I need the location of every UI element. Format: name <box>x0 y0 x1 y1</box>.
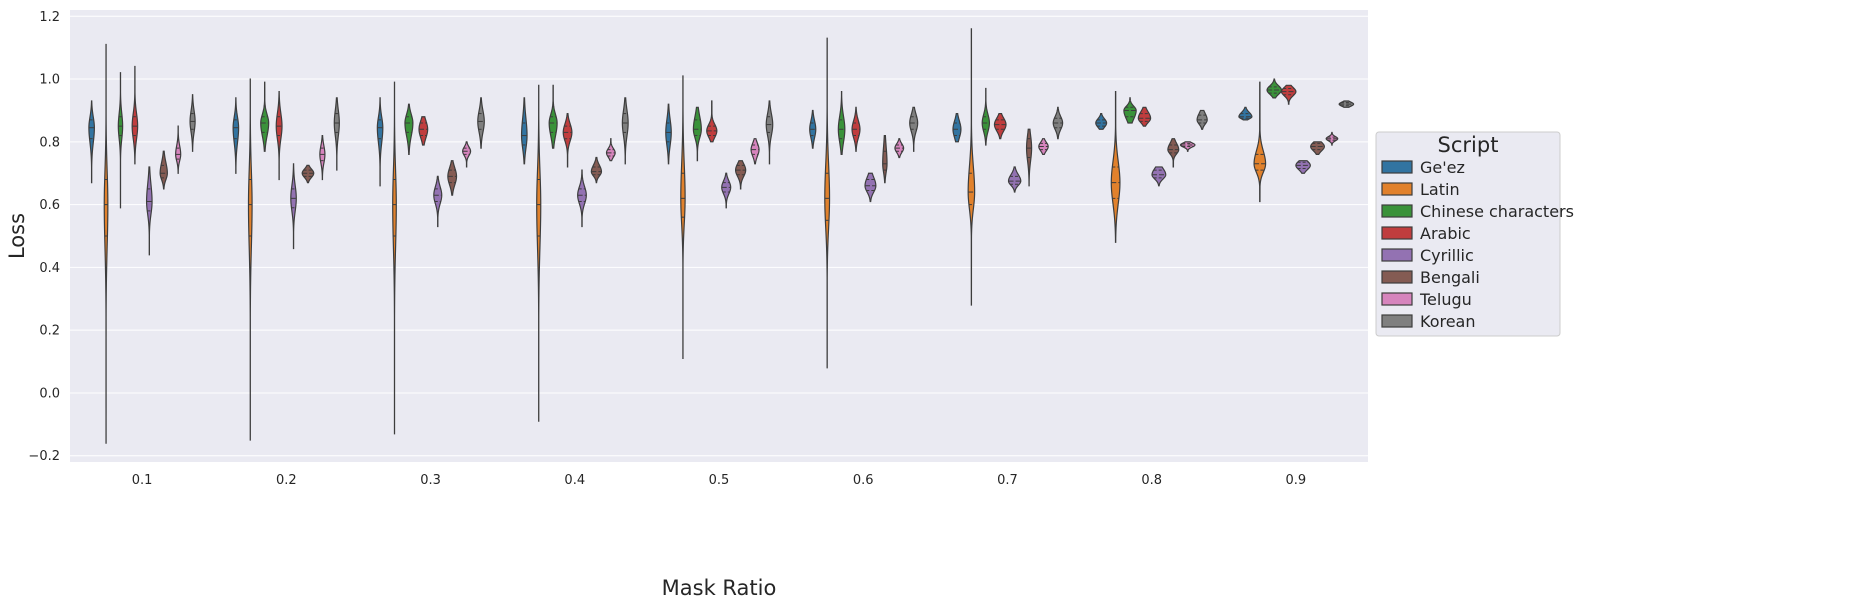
y-tick-labels: −0.2 0.0 0.2 0.4 0.6 0.8 1.0 1.2 <box>28 10 60 464</box>
violin <box>159 150 168 190</box>
x-tick-label: 0.4 <box>564 473 585 488</box>
violin <box>967 28 976 306</box>
violin <box>721 172 732 209</box>
legend-swatch <box>1381 314 1413 328</box>
x-tick-label: 0.1 <box>132 473 153 488</box>
legend-swatch <box>1381 226 1413 240</box>
violin <box>909 106 919 152</box>
violin <box>319 134 326 181</box>
violin <box>131 65 139 165</box>
violin <box>952 112 962 143</box>
y-tick-label: 0.0 <box>39 386 60 401</box>
grid-lines <box>70 15 1368 457</box>
violin <box>1325 131 1339 146</box>
legend-swatch <box>1381 292 1413 306</box>
violin <box>117 72 124 209</box>
violin <box>1167 138 1180 168</box>
violin <box>577 169 587 228</box>
y-tick-label: 0.8 <box>39 135 60 150</box>
legend-label: Telugu <box>1419 290 1472 309</box>
legend-label: Ge'ez <box>1420 158 1465 177</box>
y-tick-label: 1.2 <box>39 10 60 25</box>
violin <box>520 97 528 165</box>
violin <box>1310 141 1325 155</box>
legend-label: Bengali <box>1420 268 1480 287</box>
x-tick-label: 0.9 <box>1286 473 1307 488</box>
x-tick-label: 0.8 <box>1141 473 1162 488</box>
violin <box>477 97 485 149</box>
legend-title: Script <box>1438 133 1499 157</box>
y-tick-label: 0.4 <box>39 261 60 276</box>
violin <box>1110 91 1121 243</box>
plot-background <box>70 10 1368 462</box>
y-tick-label: 0.6 <box>39 198 60 213</box>
violin <box>734 160 747 190</box>
legend-label: Latin <box>1420 180 1460 199</box>
violin <box>447 160 458 196</box>
violin <box>562 112 573 168</box>
legend-box <box>1375 131 1561 337</box>
y-tick-label: −0.2 <box>28 449 60 464</box>
x-tick-label: 0.3 <box>420 473 441 488</box>
x-tick-label: 0.5 <box>709 473 730 488</box>
violin <box>621 97 629 165</box>
violin <box>692 106 702 162</box>
legend-swatch <box>1381 182 1413 196</box>
x-tick-label: 0.7 <box>997 473 1018 488</box>
violin <box>864 172 877 203</box>
violin <box>706 100 718 143</box>
violin <box>392 81 397 435</box>
violin <box>1007 166 1022 193</box>
legend-label: Cyrillic <box>1420 246 1474 265</box>
violin <box>1151 166 1167 187</box>
violin <box>1253 81 1267 203</box>
legend-swatch <box>1381 160 1413 174</box>
violin <box>536 84 542 422</box>
legend-swatch <box>1381 204 1413 218</box>
violin <box>665 103 672 165</box>
legend-swatch <box>1381 248 1413 262</box>
violin <box>290 163 297 250</box>
violin <box>247 78 253 441</box>
violin <box>824 37 831 369</box>
x-tick-label: 0.6 <box>853 473 874 488</box>
x-tick-labels: 0.1 0.2 0.3 0.4 0.5 0.6 0.7 0.8 0.9 <box>132 473 1306 488</box>
legend-label: Arabic <box>1420 224 1471 243</box>
violin <box>333 97 340 171</box>
violin <box>103 43 109 444</box>
violin <box>232 97 240 174</box>
y-tick-label: 0.2 <box>39 324 60 339</box>
violin <box>88 100 95 184</box>
legend: Script Ge'ez Latin Chinese characters Arabi… <box>1375 131 1574 337</box>
x-tick-label: 0.2 <box>276 473 297 488</box>
y-axis-title: Loss <box>5 213 29 259</box>
legend-swatch <box>1381 270 1413 284</box>
violin <box>882 134 888 184</box>
violin <box>175 125 182 174</box>
violin <box>260 81 270 152</box>
violin <box>1095 112 1108 130</box>
violin <box>189 94 196 152</box>
violin <box>590 156 603 184</box>
legend-label: Korean <box>1420 312 1476 331</box>
y-tick-label: 1.0 <box>39 73 60 88</box>
legend-label: Chinese characters <box>1420 202 1574 221</box>
violins <box>88 28 1355 444</box>
x-axis-title: Mask Ratio <box>662 576 777 600</box>
